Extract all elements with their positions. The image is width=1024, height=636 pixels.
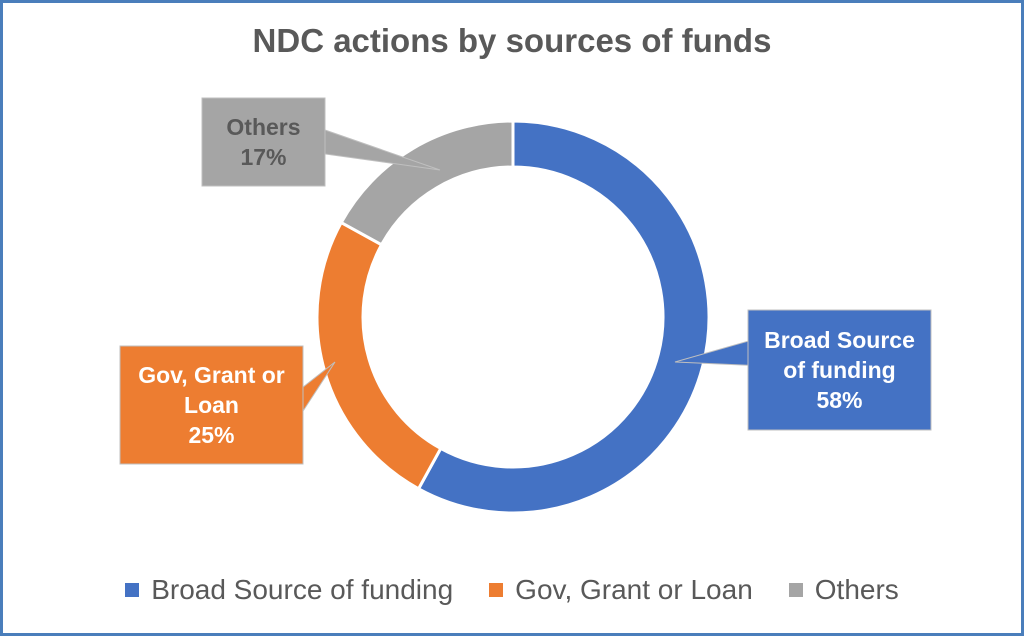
callout-text-others-0: Others: [226, 114, 300, 140]
slice-broad-source: [416, 119, 711, 515]
legend-swatch-broad-source: [125, 583, 140, 597]
callout-gov-grant-loan: Gov, Grant or Loan 25%: [119, 345, 336, 465]
callout-broad-source: Broad Source of funding 58%: [674, 309, 932, 431]
callout-text-others-1: 17%: [240, 144, 286, 170]
slice-gov-grant-loan: [315, 220, 443, 491]
callout-text-gov-grant-loan-0: Gov, Grant or: [138, 362, 285, 388]
legend-label-others: Others: [814, 574, 899, 605]
legend-item-broad-source: Broad Source of funding: [125, 574, 453, 606]
slice-others: [339, 119, 515, 247]
legend-swatch-gov-grant-loan: [489, 583, 504, 597]
callout-text-gov-grant-loan-1: Loan: [184, 392, 239, 418]
callout-text-broad-source-2: 58%: [816, 387, 862, 413]
legend-item-others: Others: [788, 574, 899, 606]
callout-box-broad-source: [747, 309, 932, 431]
legend-swatch-others: [788, 583, 803, 597]
legend: Broad Source of funding Gov, Grant or Lo…: [0, 574, 1024, 606]
callout-box-gov-grant-loan: [119, 345, 304, 465]
callout-others: Others 17%: [201, 97, 441, 187]
legend-label-broad-source: Broad Source of funding: [151, 574, 454, 605]
legend-label-gov-grant-loan: Gov, Grant or Loan: [515, 574, 753, 605]
doughnut-slices: [315, 119, 711, 515]
callout-text-gov-grant-loan-2: 25%: [188, 422, 234, 448]
callout-box-others: [201, 97, 326, 187]
data-callouts: Broad Source of funding 58% Gov, Grant or Lo…: [119, 97, 932, 465]
callout-text-broad-source-0: Broad Source: [764, 327, 915, 353]
legend-item-gov-grant-loan: Gov, Grant or Loan: [489, 574, 753, 606]
chart-title: NDC actions by sources of funds: [252, 22, 772, 59]
callout-text-broad-source-1: of funding: [783, 357, 895, 383]
